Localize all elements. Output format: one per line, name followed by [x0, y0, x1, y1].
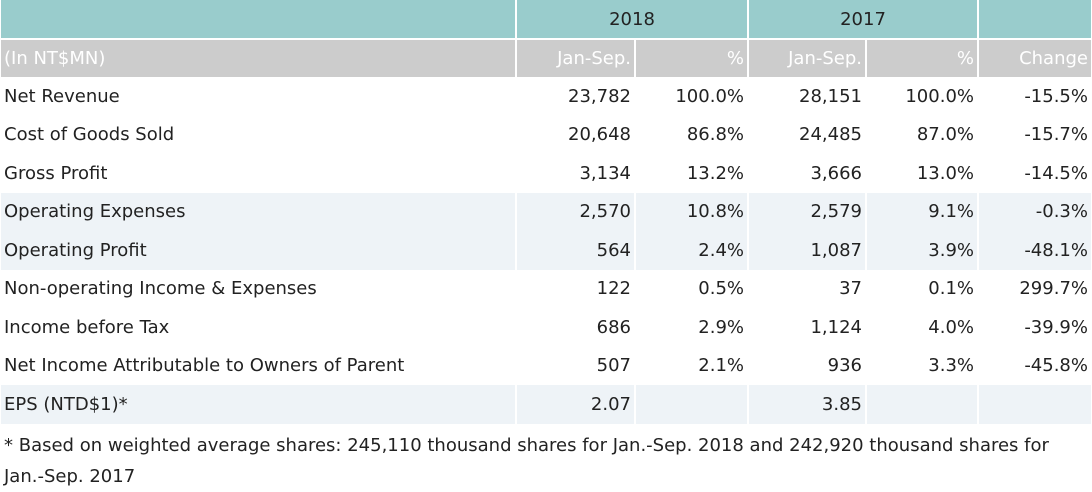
- row-label: Operating Expenses: [1, 192, 517, 231]
- row-label: Gross Profit: [1, 154, 517, 193]
- table-row: Non-operating Income & Expenses 122 0.5% 37…: [1, 269, 1091, 308]
- year-2017-header: 2017: [748, 0, 979, 40]
- change-value: -45.8%: [1024, 355, 1088, 377]
- percent-2017: [866, 385, 979, 424]
- year-header-row: 2018 2017: [1, 0, 1091, 40]
- table-row: Gross Profit 3,134 13.2% 3,666 13.0% -14.5%: [1, 154, 1091, 193]
- year-header-blank: [1, 0, 517, 40]
- column-header-row: (In NT$MN) Jan-Sep. % Jan-Sep. % Change: [1, 39, 1091, 77]
- change-value: -15.5%: [1024, 85, 1088, 107]
- value-2018: 20,648: [516, 115, 636, 154]
- value-2017: 24,485: [748, 115, 867, 154]
- value-2017: 37: [748, 269, 867, 308]
- value-2018: 122: [516, 269, 636, 308]
- percent-2018: 2.9%: [635, 308, 749, 347]
- footnote: * Based on weighted average shares: 245,…: [4, 434, 1049, 487]
- value-2018: 23,782: [516, 77, 636, 116]
- value-2017: 1,087: [748, 231, 867, 270]
- percent-2017: 9.1%: [866, 192, 979, 231]
- change-header: Change: [978, 39, 1091, 77]
- percent-2017: 3.3%: [866, 346, 979, 385]
- table-row: Net Income Attributable to Owners of Par…: [1, 346, 1091, 385]
- percent-2017: 13.0%: [866, 154, 979, 193]
- percent-2018: 100.0%: [635, 77, 749, 116]
- value-2017: 936: [748, 346, 867, 385]
- unit-label: (In NT$MN): [1, 39, 517, 77]
- percent-2017: 87.0%: [866, 115, 979, 154]
- value-2017: 3,666: [748, 154, 867, 193]
- percent-2017: 4.0%: [866, 308, 979, 347]
- pct-2018-header: %: [635, 39, 749, 77]
- income-statement-table: 2018 2017 (In NT$MN) Jan-Sep. % Jan-Sep.…: [1, 0, 1091, 424]
- percent-2018: 13.2%: [635, 154, 749, 193]
- table-row: Operating Expenses 2,570 10.8% 2,579 9.1% -0.…: [1, 192, 1091, 231]
- percent-2018: [635, 385, 749, 424]
- pct-2017-header: %: [866, 39, 979, 77]
- table-row: EPS (NTD$1)* 2.07 3.85: [1, 385, 1091, 424]
- row-label: Net Income Attributable to Owners of Par…: [1, 346, 517, 385]
- row-label: Cost of Goods Sold: [1, 115, 517, 154]
- change-value: -39.9%: [1024, 316, 1088, 338]
- percent-2017: 3.9%: [866, 231, 979, 270]
- value-2017: 3.85: [748, 385, 867, 424]
- percent-2018: 10.8%: [635, 192, 749, 231]
- value-2018: 564: [516, 231, 636, 270]
- change-value: -15.7%: [1024, 124, 1088, 146]
- row-label: Operating Profit: [1, 231, 517, 270]
- percent-2017: 0.1%: [866, 269, 979, 308]
- change-value: [978, 385, 1091, 424]
- table-row: Income before Tax 686 2.9% 1,124 4.0% -39.9%: [1, 308, 1091, 347]
- jan-sep-2018-header: Jan-Sep.: [516, 39, 636, 77]
- change-year-blank: [978, 0, 1091, 40]
- percent-2018: 86.8%: [635, 115, 749, 154]
- year-2018-header: 2018: [516, 0, 749, 40]
- percent-2018: 2.4%: [635, 231, 749, 270]
- value-2017: 1,124: [748, 308, 867, 347]
- percent-2018: 0.5%: [635, 269, 749, 308]
- value-2017: 28,151: [748, 77, 867, 116]
- table-row: Operating Profit 564 2.4% 1,087 3.9% -48.1%: [1, 231, 1091, 270]
- jan-sep-2017-header: Jan-Sep.: [748, 39, 867, 77]
- value-2018: 3,134: [516, 154, 636, 193]
- table-row: Cost of Goods Sold 20,648 86.8% 24,485 87.0%…: [1, 115, 1091, 154]
- row-label: Net Revenue: [1, 77, 517, 116]
- row-label: EPS (NTD$1)*: [1, 385, 517, 424]
- percent-2017: 100.0%: [866, 77, 979, 116]
- row-label: Income before Tax: [1, 308, 517, 347]
- value-2018: 2.07: [516, 385, 636, 424]
- change-value: -14.5%: [1024, 162, 1088, 184]
- value-2018: 507: [516, 346, 636, 385]
- value-2018: 2,570: [516, 192, 636, 231]
- change-value: -48.1%: [978, 231, 1091, 270]
- change-value: -0.3%: [978, 192, 1091, 231]
- value-2018: 686: [516, 308, 636, 347]
- percent-2018: 2.1%: [635, 346, 749, 385]
- table-row: Net Revenue 23,782 100.0% 28,151 100.0% -15.5…: [1, 77, 1091, 116]
- row-label: Non-operating Income & Expenses: [1, 269, 517, 308]
- value-2017: 2,579: [748, 192, 867, 231]
- change-value: 299.7%: [1019, 278, 1088, 300]
